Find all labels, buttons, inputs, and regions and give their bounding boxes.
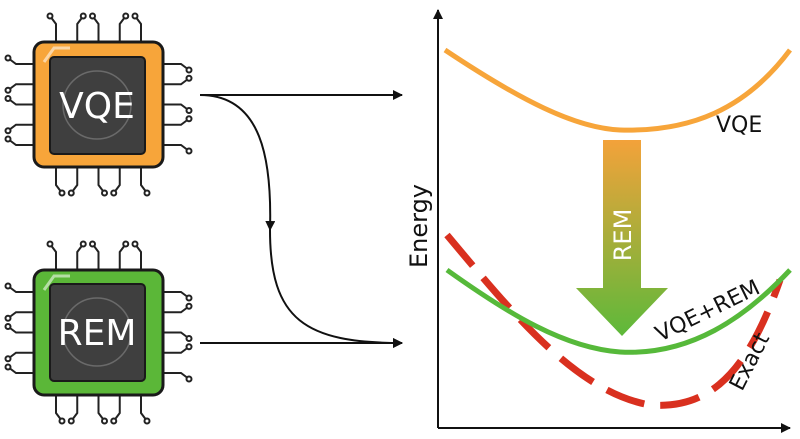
rem-shift-arrow [576, 140, 668, 336]
vqe-chip: VQE [4, 12, 193, 197]
rem-chip-dial [62, 297, 132, 367]
rem-chip: REM [4, 240, 193, 425]
vqe-to-rem-arrow [199, 94, 276, 231]
vqe-chip-pins [4, 12, 193, 197]
exact-curve [444, 232, 784, 409]
vqe-curve-label: VQE [716, 113, 762, 138]
vqe-chip-label: VQE [59, 86, 135, 127]
y-axis-label: Energy [405, 184, 433, 268]
vqe-rem-to-plot-arrow [269, 229, 403, 348]
vqe-chip-dial [62, 70, 132, 140]
vqe-curve [443, 47, 792, 133]
vqe-rem-curve [445, 267, 792, 355]
exact-curve-label: Exact [725, 329, 775, 395]
rem-chip-pins [4, 240, 193, 425]
rem-chip-label: REM [58, 313, 137, 354]
rem-shift-label: REM [609, 209, 637, 262]
